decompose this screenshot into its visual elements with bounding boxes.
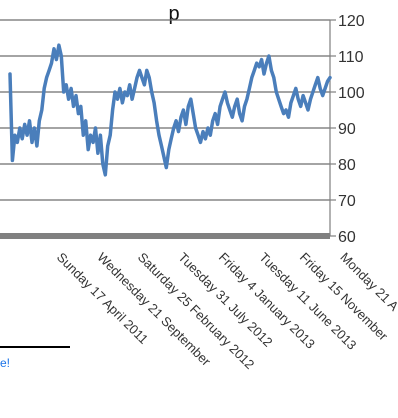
x-axis-baseline — [0, 233, 330, 239]
y-tick-label: 80 — [338, 157, 356, 174]
chart-title-fragment: p — [168, 3, 179, 25]
y-tick-label: 60 — [338, 229, 356, 246]
chart-title-text: p — [168, 3, 179, 25]
series-line — [8, 43, 332, 177]
y-tick-label: 100 — [338, 85, 365, 102]
series-layer — [8, 43, 332, 177]
y-tick-label: 90 — [338, 121, 356, 138]
y-tick-label: 120 — [338, 13, 365, 30]
y-tick-label: 70 — [338, 193, 356, 210]
y-tick-label: 110 — [338, 49, 364, 66]
footer-link[interactable]: e! — [0, 356, 11, 370]
gridlines — [0, 19, 330, 239]
y-axis-ticks: 60 70 80 90 100 110 120 — [329, 13, 365, 246]
footer-rule — [0, 346, 70, 348]
